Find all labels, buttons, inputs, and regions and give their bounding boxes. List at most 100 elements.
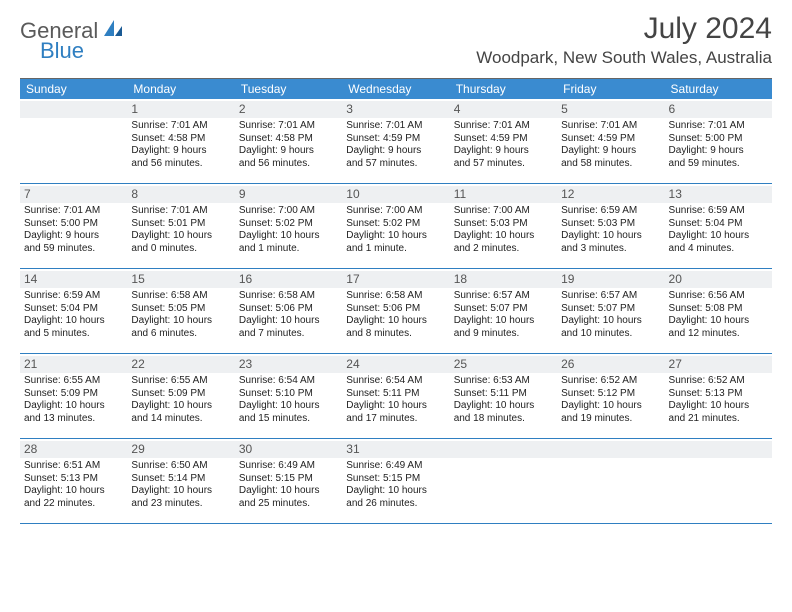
day-number: 31 xyxy=(342,441,449,458)
cell-sr: Sunrise: 6:54 AM xyxy=(346,375,445,388)
cell-d2: and 7 minutes. xyxy=(239,328,338,341)
cell-d2: and 26 minutes. xyxy=(346,498,445,511)
day-number: 4 xyxy=(450,101,557,118)
cell-d1: Daylight: 10 hours xyxy=(239,485,338,498)
cell-ss: Sunset: 5:06 PM xyxy=(346,303,445,316)
cell-d2: and 6 minutes. xyxy=(131,328,230,341)
cell-sr: Sunrise: 6:57 AM xyxy=(454,290,553,303)
day-number-empty xyxy=(20,101,127,118)
cell-ss: Sunset: 5:14 PM xyxy=(131,473,230,486)
cell-ss: Sunset: 5:07 PM xyxy=(454,303,553,316)
cell-d1: Daylight: 10 hours xyxy=(669,230,768,243)
cell-ss: Sunset: 4:59 PM xyxy=(561,133,660,146)
calendar: SundayMondayTuesdayWednesdayThursdayFrid… xyxy=(20,78,772,524)
cell-d2: and 9 minutes. xyxy=(454,328,553,341)
day-cell: 4Sunrise: 7:01 AMSunset: 4:59 PMDaylight… xyxy=(450,99,557,183)
cell-d2: and 58 minutes. xyxy=(561,158,660,171)
day-number: 17 xyxy=(342,271,449,288)
day-number: 10 xyxy=(342,186,449,203)
cell-sr: Sunrise: 6:59 AM xyxy=(561,205,660,218)
cell-d2: and 56 minutes. xyxy=(131,158,230,171)
day-number: 16 xyxy=(235,271,342,288)
cell-d1: Daylight: 10 hours xyxy=(346,485,445,498)
day-number: 28 xyxy=(20,441,127,458)
cell-d1: Daylight: 10 hours xyxy=(454,400,553,413)
day-cell: 14Sunrise: 6:59 AMSunset: 5:04 PMDayligh… xyxy=(20,269,127,353)
day-cell: 13Sunrise: 6:59 AMSunset: 5:04 PMDayligh… xyxy=(665,184,772,268)
cell-d1: Daylight: 9 hours xyxy=(239,145,338,158)
cell-d1: Daylight: 10 hours xyxy=(561,400,660,413)
day-cell: 12Sunrise: 6:59 AMSunset: 5:03 PMDayligh… xyxy=(557,184,664,268)
cell-d2: and 59 minutes. xyxy=(669,158,768,171)
cell-ss: Sunset: 5:03 PM xyxy=(561,218,660,231)
cell-d2: and 25 minutes. xyxy=(239,498,338,511)
cell-ss: Sunset: 5:02 PM xyxy=(346,218,445,231)
cell-sr: Sunrise: 7:00 AM xyxy=(239,205,338,218)
day-number: 12 xyxy=(557,186,664,203)
cell-sr: Sunrise: 6:51 AM xyxy=(24,460,123,473)
day-cell: 9Sunrise: 7:00 AMSunset: 5:02 PMDaylight… xyxy=(235,184,342,268)
cell-d2: and 14 minutes. xyxy=(131,413,230,426)
day-cell: 26Sunrise: 6:52 AMSunset: 5:12 PMDayligh… xyxy=(557,354,664,438)
month-title: July 2024 xyxy=(476,12,772,46)
day-number: 27 xyxy=(665,356,772,373)
logo-sail-icon xyxy=(102,18,124,43)
cell-d1: Daylight: 9 hours xyxy=(669,145,768,158)
day-number: 3 xyxy=(342,101,449,118)
day-header: Tuesday xyxy=(235,79,342,99)
cell-ss: Sunset: 5:10 PM xyxy=(239,388,338,401)
cell-ss: Sunset: 5:15 PM xyxy=(239,473,338,486)
day-cell xyxy=(665,439,772,523)
cell-d1: Daylight: 9 hours xyxy=(561,145,660,158)
day-cell: 6Sunrise: 7:01 AMSunset: 5:00 PMDaylight… xyxy=(665,99,772,183)
cell-d2: and 23 minutes. xyxy=(131,498,230,511)
day-number: 13 xyxy=(665,186,772,203)
cell-ss: Sunset: 5:00 PM xyxy=(669,133,768,146)
cell-d1: Daylight: 9 hours xyxy=(131,145,230,158)
cell-d2: and 2 minutes. xyxy=(454,243,553,256)
cell-ss: Sunset: 5:11 PM xyxy=(454,388,553,401)
week-row: 7Sunrise: 7:01 AMSunset: 5:00 PMDaylight… xyxy=(20,184,772,269)
day-number: 8 xyxy=(127,186,234,203)
day-header-row: SundayMondayTuesdayWednesdayThursdayFrid… xyxy=(20,79,772,99)
day-number: 1 xyxy=(127,101,234,118)
cell-d2: and 22 minutes. xyxy=(24,498,123,511)
cell-ss: Sunset: 5:07 PM xyxy=(561,303,660,316)
day-cell: 16Sunrise: 6:58 AMSunset: 5:06 PMDayligh… xyxy=(235,269,342,353)
location: Woodpark, New South Wales, Australia xyxy=(476,48,772,68)
cell-sr: Sunrise: 6:55 AM xyxy=(24,375,123,388)
cell-d2: and 0 minutes. xyxy=(131,243,230,256)
day-cell: 10Sunrise: 7:00 AMSunset: 5:02 PMDayligh… xyxy=(342,184,449,268)
day-number: 29 xyxy=(127,441,234,458)
cell-d2: and 56 minutes. xyxy=(239,158,338,171)
day-number: 23 xyxy=(235,356,342,373)
day-number: 22 xyxy=(127,356,234,373)
cell-sr: Sunrise: 7:01 AM xyxy=(24,205,123,218)
cell-sr: Sunrise: 7:01 AM xyxy=(669,120,768,133)
cell-d1: Daylight: 10 hours xyxy=(131,230,230,243)
cell-d2: and 12 minutes. xyxy=(669,328,768,341)
day-cell: 15Sunrise: 6:58 AMSunset: 5:05 PMDayligh… xyxy=(127,269,234,353)
cell-d2: and 21 minutes. xyxy=(669,413,768,426)
week-row: 1Sunrise: 7:01 AMSunset: 4:58 PMDaylight… xyxy=(20,99,772,184)
day-cell: 28Sunrise: 6:51 AMSunset: 5:13 PMDayligh… xyxy=(20,439,127,523)
cell-d2: and 17 minutes. xyxy=(346,413,445,426)
day-cell: 11Sunrise: 7:00 AMSunset: 5:03 PMDayligh… xyxy=(450,184,557,268)
day-header: Sunday xyxy=(20,79,127,99)
day-number: 2 xyxy=(235,101,342,118)
cell-sr: Sunrise: 6:58 AM xyxy=(239,290,338,303)
cell-ss: Sunset: 5:13 PM xyxy=(24,473,123,486)
day-header: Wednesday xyxy=(342,79,449,99)
cell-sr: Sunrise: 6:55 AM xyxy=(131,375,230,388)
logo-blue: Blue xyxy=(40,38,84,63)
cell-sr: Sunrise: 7:00 AM xyxy=(346,205,445,218)
cell-d2: and 57 minutes. xyxy=(346,158,445,171)
weeks-container: 1Sunrise: 7:01 AMSunset: 4:58 PMDaylight… xyxy=(20,99,772,524)
day-number: 14 xyxy=(20,271,127,288)
cell-ss: Sunset: 5:08 PM xyxy=(669,303,768,316)
day-number: 20 xyxy=(665,271,772,288)
day-cell: 19Sunrise: 6:57 AMSunset: 5:07 PMDayligh… xyxy=(557,269,664,353)
cell-d1: Daylight: 10 hours xyxy=(131,485,230,498)
cell-ss: Sunset: 5:02 PM xyxy=(239,218,338,231)
cell-sr: Sunrise: 6:53 AM xyxy=(454,375,553,388)
